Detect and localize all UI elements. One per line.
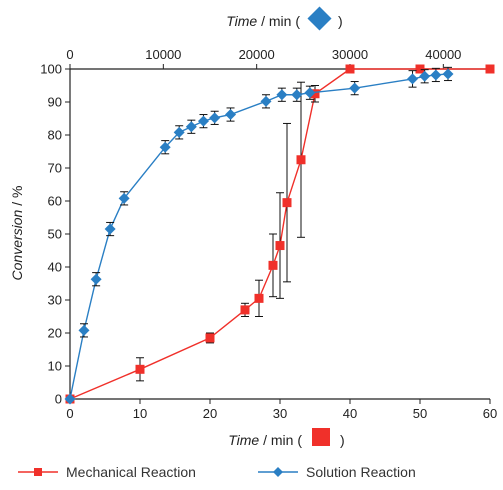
y-tick-label: 70 <box>48 161 62 176</box>
series-mechanical-reaction <box>65 64 495 404</box>
data-point <box>205 333 215 343</box>
legend-item-mechanical-reaction: Mechanical Reaction <box>18 464 196 480</box>
y-tick-label: 40 <box>48 260 62 275</box>
bottom-tick-label: 50 <box>413 406 427 421</box>
data-point <box>104 223 116 235</box>
top-tick-label: 0 <box>66 47 73 62</box>
data-point <box>64 393 76 405</box>
y-tick-label: 20 <box>48 326 62 341</box>
legend-marker <box>34 468 42 476</box>
y-tick-label: 60 <box>48 194 62 209</box>
top-axis-title-italic: Time <box>226 13 257 29</box>
data-point <box>254 293 264 303</box>
data-point <box>240 305 250 315</box>
data-point <box>185 121 197 133</box>
legend-marker <box>273 467 283 477</box>
data-point <box>349 82 361 94</box>
y-axis-title-rest: / % <box>9 186 25 210</box>
y-tick-label: 90 <box>48 95 62 110</box>
bottom-axis-title-rest: / min ( <box>259 432 302 448</box>
data-point <box>485 64 495 74</box>
legend: Mechanical Reaction Solution Reaction <box>18 464 416 480</box>
data-point <box>90 273 102 285</box>
data-point <box>159 141 171 153</box>
series-solution-reaction <box>64 66 454 405</box>
data-point <box>135 364 145 374</box>
data-point <box>442 68 454 80</box>
bottom-axis-title-close: ) <box>340 432 345 448</box>
bottom-axis-square-icon <box>312 428 330 446</box>
top-tick-label: 10000 <box>145 47 181 62</box>
y-tick-label: 100 <box>40 62 62 77</box>
data-point <box>430 69 442 81</box>
top-tick-label: 40000 <box>425 47 461 62</box>
y-axis-title: Conversion / % <box>9 186 25 281</box>
legend-label: Mechanical Reaction <box>66 464 196 480</box>
plot-area <box>64 64 495 405</box>
data-point <box>345 64 355 74</box>
data-point <box>415 64 425 74</box>
data-point <box>209 112 221 124</box>
data-point <box>268 260 278 270</box>
series-line <box>69 73 449 400</box>
data-point <box>225 109 237 121</box>
bottom-tick-label: 30 <box>273 406 287 421</box>
data-point <box>78 324 90 336</box>
y-tick-label: 30 <box>48 293 62 308</box>
bottom-axis-title-italic: Time <box>228 432 259 448</box>
data-point <box>310 89 320 99</box>
bottom-tick-label: 0 <box>66 406 73 421</box>
data-point <box>260 95 272 107</box>
y-tick-label: 50 <box>48 227 62 242</box>
y-tick-label: 80 <box>48 128 62 143</box>
y-tick-label: 10 <box>48 359 62 374</box>
bottom-tick-label: 20 <box>203 406 217 421</box>
legend-item-solution-reaction: Solution Reaction <box>258 464 416 480</box>
y-tick-label: 0 <box>55 392 62 407</box>
bottom-tick-label: 10 <box>133 406 147 421</box>
top-axis-title-rest: / min ( <box>257 13 300 29</box>
data-point <box>304 87 316 99</box>
data-point <box>118 192 130 204</box>
data-point <box>276 89 288 101</box>
legend-label: Solution Reaction <box>306 464 416 480</box>
data-point <box>419 70 431 82</box>
bottom-tick-label: 40 <box>343 406 357 421</box>
axes: 0 10 20 30 40 50 60 70 80 90 100 0 10 20 30 40 50 60 0 1000… <box>40 6 497 446</box>
bottom-tick-label: 60 <box>483 406 497 421</box>
top-axis-title-close: ) <box>338 13 343 29</box>
data-point <box>407 73 419 85</box>
top-tick-label: 30000 <box>332 47 368 62</box>
data-point <box>275 241 285 251</box>
data-point <box>291 89 303 101</box>
data-point <box>173 126 185 138</box>
data-point <box>282 198 292 208</box>
top-tick-label: 20000 <box>239 47 275 62</box>
bottom-axis-title: Time / min ( <box>228 432 302 448</box>
data-point <box>197 115 209 127</box>
data-point <box>296 155 306 165</box>
y-axis-title-italic: Conversion <box>9 209 25 280</box>
top-axis-title: Time / min ( <box>226 13 300 29</box>
top-axis-diamond-icon <box>307 6 332 31</box>
